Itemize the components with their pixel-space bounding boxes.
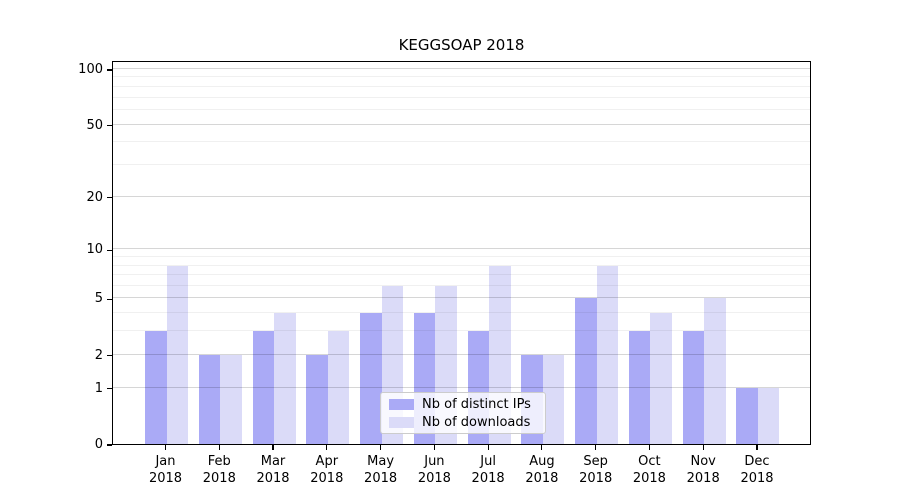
x-tick-mark: [380, 445, 382, 450]
x-tick-mark: [756, 445, 758, 450]
legend-item-distinct-ips: Nb of distinct IPs: [389, 397, 537, 412]
bar-distinct-ips-apr: [306, 354, 328, 444]
chart-title: KEGGSOAP 2018: [398, 36, 525, 54]
bar-downloads-oct: [650, 313, 672, 444]
bar-distinct-ips-may: [360, 313, 382, 444]
x-tick-mark: [487, 445, 489, 450]
x-tick-mark: [648, 445, 650, 450]
bar-distinct-ips-nov: [682, 331, 705, 444]
y-tick-mark: [107, 197, 112, 199]
bar-distinct-ips-mar: [252, 331, 275, 444]
gridline-minor: [113, 141, 810, 143]
y-tick-label-1: 1: [94, 380, 103, 396]
y-tick-mark: [107, 355, 112, 357]
legend-label-distinct-ips: Nb of distinct IPs: [422, 396, 531, 412]
y-tick-mark: [107, 444, 112, 446]
x-tick-mark: [702, 445, 704, 450]
bar-downloads-dec: [757, 387, 780, 444]
x-tick-mark: [595, 445, 597, 450]
gridline-minor: [113, 264, 810, 266]
gridline-minor: [113, 274, 810, 275]
gridline-minor: [113, 255, 810, 257]
bar-downloads-aug: [542, 354, 565, 444]
x-tick-mark: [433, 445, 435, 450]
x-tick-label-nov: Nov 2018: [686, 454, 720, 486]
y-tick-label-5: 5: [94, 291, 103, 307]
legend-item-downloads: Nb of downloads: [389, 415, 537, 430]
gridline-major: [113, 68, 810, 69]
x-tick-mark: [272, 445, 274, 450]
y-tick-mark: [107, 124, 112, 127]
bar-downloads-nov: [704, 298, 726, 444]
x-tick-mark: [164, 445, 167, 450]
x-tick-label-sep: Sep 2018: [579, 454, 613, 486]
bar-downloads-mar: [274, 313, 296, 444]
gridline-major: [113, 123, 810, 125]
gridline-minor: [113, 164, 810, 165]
bar-downloads-sep: [596, 265, 619, 444]
y-tick-mark: [107, 249, 112, 251]
bar-distinct-ips-feb: [198, 354, 221, 444]
gridline-minor: [113, 96, 810, 98]
x-tick-mark: [326, 445, 328, 450]
legend: Nb of distinct IPs Nb of downloads: [380, 392, 546, 434]
gridline-minor: [113, 76, 810, 78]
x-tick-label-aug: Aug 2018: [525, 454, 559, 486]
y-tick-mark: [107, 69, 112, 71]
x-tick-label-apr: Apr 2018: [310, 454, 344, 486]
legend-swatch-downloads: [389, 416, 414, 428]
bar-distinct-ips-jan: [145, 331, 167, 444]
x-tick-label-feb: Feb 2018: [202, 454, 236, 486]
y-tick-label-100: 100: [78, 62, 103, 77]
bar-downloads-feb: [220, 354, 242, 444]
x-tick-label-jun: Jun 2018: [417, 454, 451, 486]
gridline-minor: [113, 109, 810, 110]
bar-distinct-ips-sep: [575, 298, 597, 444]
x-tick-label-mar: Mar 2018: [256, 454, 290, 486]
x-tick-label-dec: Dec 2018: [740, 454, 774, 486]
y-tick-label-20: 20: [86, 189, 103, 205]
legend-swatch-distinct-ips: [389, 398, 414, 410]
legend-label-downloads: Nb of downloads: [422, 414, 531, 430]
x-tick-label-oct: Oct 2018: [632, 454, 666, 486]
y-tick-label-0: 0: [94, 437, 103, 452]
y-tick-label-10: 10: [86, 242, 103, 258]
bar-distinct-ips-oct: [628, 331, 651, 444]
gridline-major: [113, 248, 810, 250]
y-tick-mark: [107, 388, 112, 390]
gridline-major: [113, 195, 810, 197]
x-tick-label-jul: Jul 2018: [471, 454, 505, 486]
bar-downloads-apr: [327, 331, 350, 444]
bar-downloads-jan: [166, 265, 188, 444]
y-tick-mark: [107, 298, 112, 300]
y-tick-label-2: 2: [94, 347, 103, 363]
plot-area: [112, 61, 811, 445]
gridline-minor: [113, 284, 810, 286]
x-tick-label-may: May 2018: [364, 454, 398, 486]
bar-distinct-ips-dec: [736, 387, 758, 444]
gridline-minor: [113, 85, 810, 87]
x-tick-label-jan: Jan 2018: [148, 454, 183, 486]
y-tick-label-50: 50: [86, 117, 103, 133]
x-tick-mark: [218, 445, 220, 450]
x-tick-mark: [541, 445, 543, 450]
